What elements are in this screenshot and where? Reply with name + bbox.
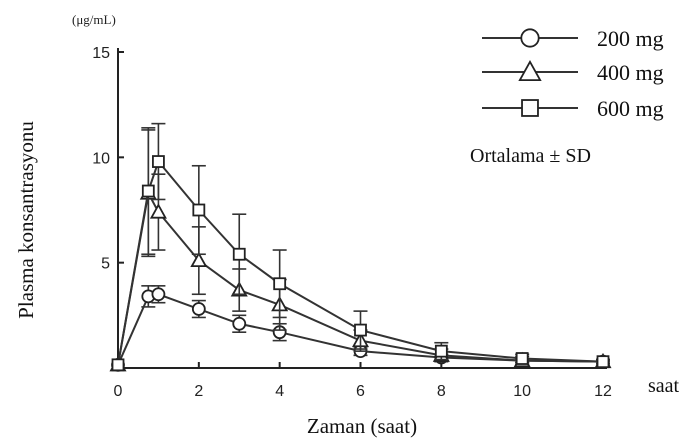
legend-label: 400 mg <box>597 60 664 85</box>
x-tick-label: 8 <box>437 383 446 400</box>
y-tick-label: 10 <box>92 150 110 167</box>
data-point <box>111 358 125 372</box>
y-axis-label: Plasma konsantrasyonu <box>14 121 38 319</box>
legend-item: 400 mg <box>482 59 664 85</box>
data-point <box>151 287 166 302</box>
x-tick-label: 12 <box>594 383 612 400</box>
legend-label: 600 mg <box>597 96 664 121</box>
series-square <box>111 122 610 372</box>
legend: 200 mg 400 mg 600 mg <box>482 26 664 121</box>
sd-annotation: Ortalama ± SD <box>470 145 591 167</box>
series-line <box>117 159 604 366</box>
data-point <box>434 344 448 358</box>
x-tick-label: 2 <box>194 383 203 400</box>
data-point <box>152 155 165 168</box>
legend-marker-circle-icon <box>520 28 540 48</box>
data-point <box>190 251 208 268</box>
plot-area <box>109 122 612 372</box>
x-tick-label: 4 <box>275 383 284 400</box>
legend-marker-square-icon <box>521 99 539 117</box>
y-tick-label: 15 <box>92 45 110 62</box>
x-tick-label: 0 <box>114 383 123 400</box>
data-point <box>515 352 529 365</box>
data-point <box>596 355 610 369</box>
legend-label: 200 mg <box>597 26 664 51</box>
series-line <box>117 190 604 366</box>
x-tick-label: 6 <box>356 383 365 400</box>
data-point <box>232 247 246 261</box>
axes: 0 2 4 6 8 10 12 5 10 15 <box>92 45 612 400</box>
data-point <box>273 277 287 291</box>
y-tick-label: 5 <box>101 256 110 273</box>
data-point <box>149 203 167 219</box>
data-point <box>232 316 247 331</box>
data-point <box>191 302 206 316</box>
legend-item: 600 mg <box>482 96 664 121</box>
x-axis-unit: saat <box>648 375 680 397</box>
data-point <box>354 323 367 337</box>
x-tick-label: 10 <box>513 383 531 400</box>
x-axis-label: Zaman (saat) <box>307 414 417 438</box>
y-axis-unit: (μg/mL) <box>72 12 116 27</box>
data-point <box>192 203 206 217</box>
legend-marker-triangle-icon <box>518 59 542 82</box>
legend-item: 200 mg <box>482 26 664 51</box>
data-point <box>141 184 155 198</box>
